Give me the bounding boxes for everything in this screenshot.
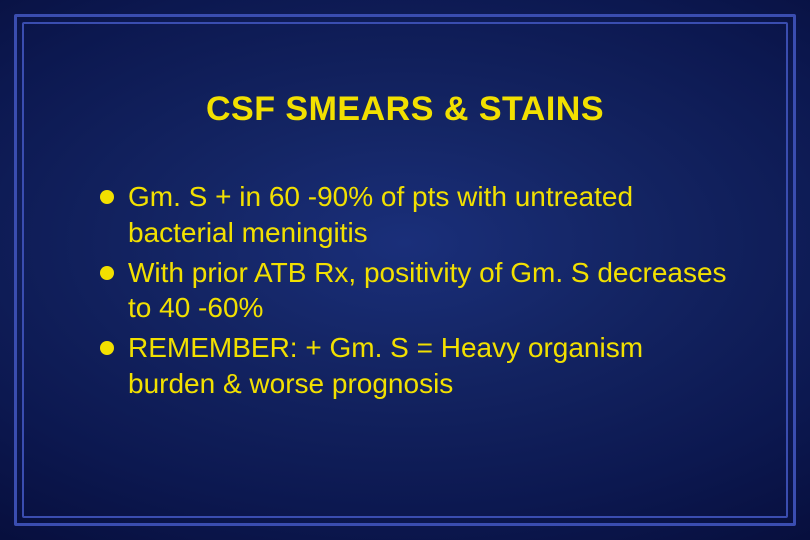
slide-title: CSF SMEARS & STAINS [50, 90, 760, 129]
bullet-icon [100, 341, 114, 355]
slide: CSF SMEARS & STAINS Gm. S + in 60 -90% o… [0, 0, 810, 540]
slide-content: CSF SMEARS & STAINS Gm. S + in 60 -90% o… [50, 60, 760, 500]
bullet-icon [100, 190, 114, 204]
bullet-text: Gm. S + in 60 -90% of pts with untreated… [128, 179, 730, 251]
list-item: With prior ATB Rx, positivity of Gm. S d… [100, 255, 730, 327]
list-item: Gm. S + in 60 -90% of pts with untreated… [100, 179, 730, 251]
bullet-icon [100, 266, 114, 280]
bullet-text: With prior ATB Rx, positivity of Gm. S d… [128, 255, 730, 327]
bullet-list: Gm. S + in 60 -90% of pts with untreated… [50, 179, 760, 402]
list-item: REMEMBER: + Gm. S = Heavy organism burde… [100, 330, 730, 402]
bullet-text: REMEMBER: + Gm. S = Heavy organism burde… [128, 330, 730, 402]
